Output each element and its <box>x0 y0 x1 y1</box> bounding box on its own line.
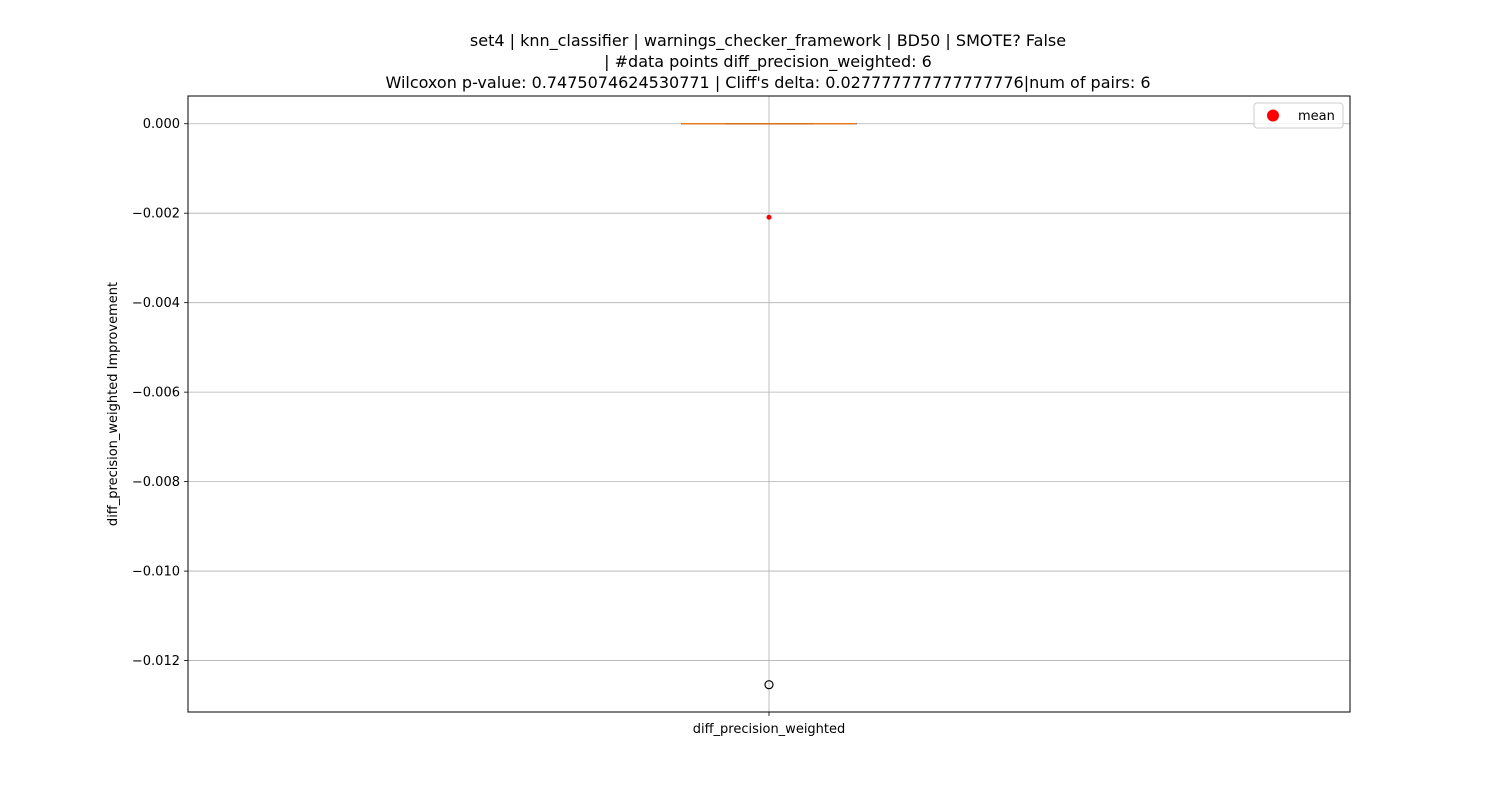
y-tick-label: −0.006 <box>132 386 180 401</box>
box-plot-marks <box>681 123 857 690</box>
grid-lines <box>188 96 1350 712</box>
x-axis-ticks: diff_precision_weighted <box>693 712 846 737</box>
x-tick-label: diff_precision_weighted <box>693 722 846 737</box>
chart-title-line-2: | #data points diff_precision_weighted: … <box>604 52 932 72</box>
outlier-point <box>764 680 774 690</box>
mean-point <box>766 214 772 220</box>
chart-title-line-3: Wilcoxon p-value: 0.7475074624530771 | C… <box>385 73 1150 92</box>
y-axis-label: diff_precision_weighted Improvement <box>106 282 121 526</box>
chart-title-line-1: set4 | knn_classifier | warnings_checker… <box>470 31 1066 51</box>
legend-mean-label: mean <box>1298 109 1335 124</box>
y-axis-ticks: 0.000 −0.002 −0.004 −0.006 −0.008 −0.010 −0.01… <box>132 117 188 669</box>
y-tick-label: −0.004 <box>132 296 180 311</box>
legend-mean-marker <box>1267 109 1279 122</box>
y-tick-label: −0.012 <box>132 654 180 669</box>
y-tick-label: −0.008 <box>132 475 180 490</box>
legend: mean <box>1253 102 1344 129</box>
plot-frame <box>187 95 1351 713</box>
legend-box <box>1253 102 1344 129</box>
y-tick-label: 0.000 <box>143 117 180 132</box>
y-tick-label: −0.002 <box>132 207 180 222</box>
y-tick-label: −0.010 <box>132 565 180 580</box>
